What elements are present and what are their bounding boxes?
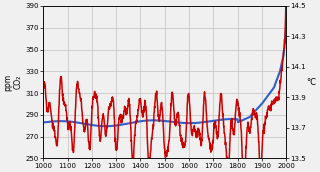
- Y-axis label: °C: °C: [307, 78, 316, 87]
- Y-axis label: ppm
CO₂: ppm CO₂: [4, 74, 23, 91]
